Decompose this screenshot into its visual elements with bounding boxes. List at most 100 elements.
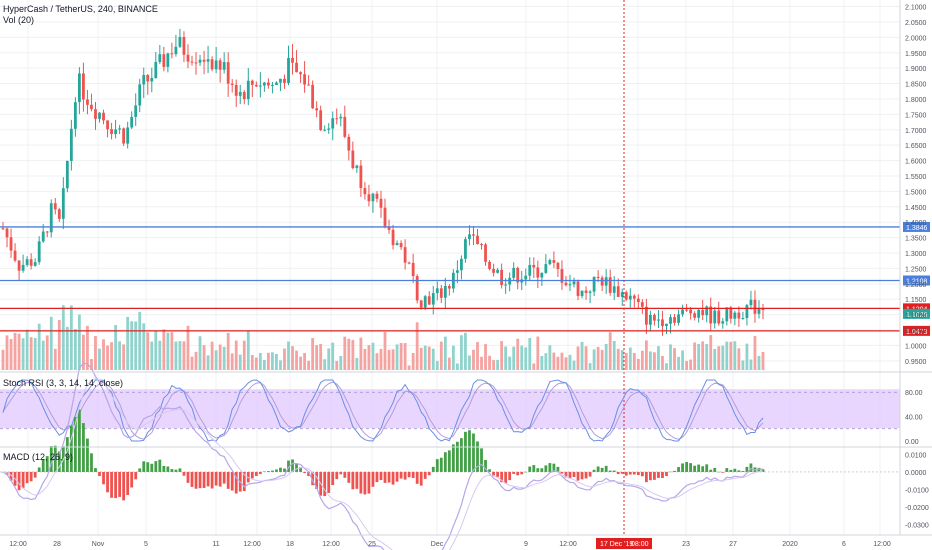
volume-bar [468,355,471,370]
macd-histogram-bar [174,469,178,472]
macd-histogram-bar [166,466,170,472]
candle-body [725,307,729,322]
candle-body [415,276,419,301]
candle-body [45,231,49,233]
volume-bar [572,360,576,370]
volume-bar [612,341,616,370]
volume-bar [568,354,572,370]
volume-bar [564,357,568,370]
volume-bar [721,345,725,370]
candle-body [178,36,182,47]
macd-histogram-bar [548,463,552,472]
volume-bar [415,322,419,370]
candle-body [492,268,495,273]
volume-bar [150,341,154,370]
candle-body [202,59,206,62]
volume-bar [669,344,672,370]
volume-legend[interactable]: Vol (20) [3,15,35,25]
candle-body [701,310,705,316]
macd-histogram-bar [596,466,600,472]
macd-histogram-bar [653,471,656,480]
macd-histogram-bar [307,471,311,477]
volume-bar [331,342,335,370]
volume-bar [61,305,65,370]
candle-body [299,72,302,75]
candle-body [246,80,250,100]
candle-body [616,286,620,297]
volume-bar [142,323,146,370]
volume-bar [126,316,130,370]
candle-body [443,285,447,298]
candle-body [323,129,327,131]
macd-histogram-bar [295,463,298,472]
candle-body [73,102,77,129]
volume-bar [713,348,717,370]
volume-bar [556,356,560,370]
volume-bar [291,346,294,370]
volume-bar [431,348,435,370]
candle-body [657,319,660,321]
volume-bar [307,360,311,370]
volume-bar [403,343,407,370]
candle-body [110,129,113,135]
candle-body [681,309,684,315]
macd-histogram-bar [544,465,548,472]
candle-body [653,314,656,321]
candle-body [154,61,158,79]
volume-bar [73,329,77,370]
macd-histogram-bar [705,464,709,472]
candle-body [102,112,105,121]
volume-bar [443,336,447,370]
volume-bar [178,341,182,370]
candle-body [604,277,608,286]
candle-body [41,231,45,242]
price-candles [1,28,765,336]
volume-bar [25,329,29,370]
macd-histogram-bar [150,463,154,472]
volume-bar [45,335,49,370]
macd-histogram-bar [162,465,166,472]
volume-bar [69,305,73,370]
macd-histogram-bar [53,445,57,472]
candle-body [166,53,170,67]
stoch-rsi-band [0,389,900,429]
candle-body [238,91,242,96]
macd-histogram-bar [677,467,680,472]
macd-histogram-bar [190,471,194,487]
candle-body [697,310,701,318]
crosshair-date-label: 17 Dec '19 [600,541,633,548]
macd-histogram-bar [600,467,604,472]
volume-bar [78,314,81,370]
candle-body [158,54,162,62]
volume-bar [379,349,383,370]
candle-body [476,235,479,245]
volume-bar [472,349,475,370]
volume-bar [536,336,540,370]
macd-legend[interactable]: MACD (12, 26, 9) [3,452,74,462]
stoch-rsi-legend[interactable]: Stoch RSI (3, 3, 14, 14, close) [3,378,124,388]
volume-bar [182,341,186,370]
volume-bar [705,344,709,370]
candle-body [632,295,636,299]
volume-bar [657,346,660,370]
volume-bar [90,359,93,370]
candle-body [335,118,339,120]
volume-bar [210,341,214,370]
macd-histogram-bar [21,471,25,489]
candle-body [399,243,403,248]
macd-histogram-bar [568,471,572,479]
candle-body [560,269,564,283]
volume-bar [697,344,701,370]
candle-body [689,309,693,314]
volume-bar [222,346,226,370]
price-axis-tick: 1.2500 [905,266,927,273]
symbol-title[interactable]: HyperCash / TetherUS, 240, BINANCE [3,4,158,14]
candle-body [98,112,101,119]
time-axis: 12:00 28 Nov 5 11 12:00 18 12:00 25 Dec 9 12:00 23 27… [9,541,891,548]
candle-body [162,54,166,67]
volume-bar [395,344,399,370]
macd-histogram-bar [508,471,512,481]
macd-histogram-bar [697,464,701,472]
